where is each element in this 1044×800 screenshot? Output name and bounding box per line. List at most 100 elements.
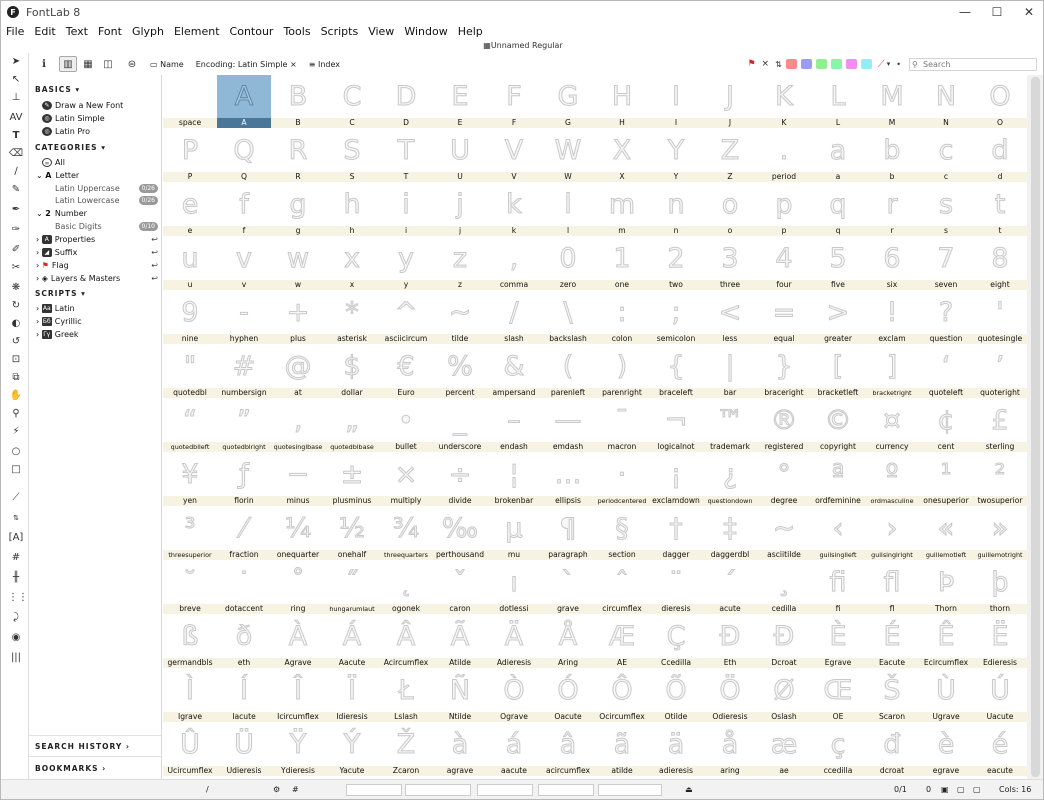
menu-scripts[interactable]: Scripts [320, 24, 359, 38]
glyph-cell[interactable]: Ã Atilde [433, 615, 487, 669]
glyph-cell[interactable]: ’ quoteright [973, 345, 1027, 399]
encoding-close-icon[interactable]: × [290, 59, 297, 69]
glyph-cell[interactable]: . period [757, 129, 811, 183]
glyph-cell[interactable]: é eacute [973, 723, 1027, 777]
sidebar-item-basic-digits[interactable]: Basic Digits 0/10 [29, 220, 161, 232]
glyph-cell[interactable]: ¿ questiondown [703, 453, 757, 507]
pencil-tool-icon[interactable]: ✎ [11, 184, 21, 195]
glyph-cell[interactable]: ⁄ fraction [217, 507, 271, 561]
glyph-cell[interactable]: — emdash [541, 399, 595, 453]
hand-tool-icon[interactable]: ✋ [9, 390, 23, 401]
glyph-cell[interactable]: (parenleft [541, 345, 595, 399]
glyph-cell[interactable]: Œ OE [811, 669, 865, 723]
sidebar-item-cyrillic[interactable]: › Бб Cyrillic [36, 316, 82, 326]
glyph-cell[interactable]: ! exclam [865, 291, 919, 345]
glyph-cell[interactable]: ˙ dotaccent [217, 561, 271, 615]
glyph-cell[interactable]: ﬂ fl [865, 561, 919, 615]
table-tool-icon[interactable]: ⋮⋮ [8, 592, 28, 603]
reset-icon[interactable]: ↩ [151, 247, 158, 257]
glyph-cell[interactable]: ‘ quoteleft [919, 345, 973, 399]
sidebar-item-latin[interactable]: › Aa Latin [36, 303, 75, 313]
cell-size-large-icon[interactable]: ▢ [973, 785, 981, 794]
color-tool-icon[interactable]: ◉ [11, 632, 21, 643]
glyph-cell[interactable]: ˆ circumflex [595, 561, 649, 615]
swatch-red[interactable] [785, 59, 797, 69]
close-button[interactable]: ✕ [1023, 5, 1035, 19]
glyph-cell[interactable]: Ë Edieresis [973, 615, 1027, 669]
glyph-cell[interactable]: 6 six [865, 237, 919, 291]
sidebar-item-latin-pro[interactable]: ◎ Latin Pro [29, 125, 161, 137]
sidebar-item-latin-lowercase[interactable]: Latin Lowercase 0/26 [29, 194, 161, 206]
glyph-cell[interactable]: ä adieresis [649, 723, 703, 777]
eraser-tool-icon[interactable]: ⌫ [8, 148, 24, 159]
glyph-cell[interactable]: ` grave [541, 561, 595, 615]
sidebar-item-flag[interactable]: › ⚑ Flag ↩ [36, 260, 158, 270]
glyph-cell[interactable]: à agrave [433, 723, 487, 777]
menu-contour[interactable]: Contour [229, 24, 274, 38]
magic-tool-icon[interactable]: ⚡ [12, 426, 20, 437]
glyph-cell[interactable]: ” quotedblright [217, 399, 271, 453]
menu-tools[interactable]: Tools [283, 24, 311, 38]
sidebar-item-latin-uppercase[interactable]: Latin Uppercase 0/26 [29, 182, 161, 194]
guides-tool-icon[interactable]: ⇅ [13, 514, 19, 522]
flag-icon[interactable]: ⚑ [747, 59, 756, 69]
glyph-cell[interactable]: ´ acute [703, 561, 757, 615]
chevron-down-icon[interactable]: ▾ [886, 60, 891, 68]
glyph-cell[interactable]: Đ Dcroat [757, 615, 811, 669]
glyph-cell[interactable]: 3 three [703, 237, 757, 291]
glyph-cell[interactable]: Å Aring [541, 615, 595, 669]
swatch-mint[interactable] [830, 59, 842, 69]
swatch-cyan[interactable] [860, 59, 872, 69]
glyph-cell[interactable]: < less [703, 291, 757, 345]
glyph-cell[interactable]: • bullet [379, 399, 433, 453]
glyph-cell[interactable]: ¶ paragraph [541, 507, 595, 561]
fill-tool-icon[interactable]: ◐ [11, 318, 21, 329]
minimize-button[interactable]: — [959, 5, 971, 19]
glyph-cell[interactable]: " quotedbl [163, 345, 217, 399]
glyph-cell[interactable]: Ž Zcaron [379, 723, 433, 777]
glyph-cell[interactable]: 5 five [811, 237, 865, 291]
glyph-cell[interactable]: ± plusminus [325, 453, 379, 507]
glyph-cell[interactable]: ² twosuperior [973, 453, 1027, 507]
sidebar-item-letter[interactable]: ⌄ A Letter [36, 170, 80, 180]
scrollbar-thumb[interactable] [1031, 77, 1040, 777]
swatch-magenta[interactable] [845, 59, 857, 69]
reset-icon[interactable]: ↩ [151, 273, 158, 283]
glyph-cell[interactable]: É Eacute [865, 615, 919, 669]
glyph-cell[interactable]: Ó Oacute [541, 669, 595, 723]
metrics-icon[interactable]: ⏏ [685, 785, 693, 794]
glyph-cell[interactable]: ‰ perthousand [433, 507, 487, 561]
rotate-tool-icon[interactable]: ↻ [11, 300, 21, 311]
glyph-cell[interactable]: » guillemotright [973, 507, 1027, 561]
status-field-3[interactable] [477, 784, 533, 796]
maximize-button[interactable]: ☐ [991, 5, 1003, 19]
glyph-cell[interactable]: À Agrave [271, 615, 325, 669]
menu-font[interactable]: Font [97, 24, 122, 38]
copy-tool-icon[interactable]: ⧉ [12, 372, 20, 383]
menu-text[interactable]: Text [65, 24, 88, 38]
sort-icon[interactable]: ⇅ [775, 59, 782, 69]
